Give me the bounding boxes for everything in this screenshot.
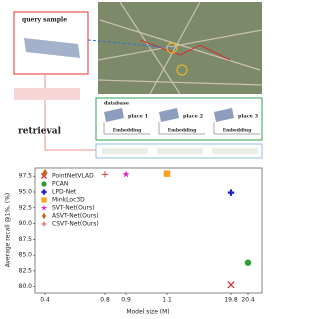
y-tick-label: 85.0	[19, 252, 33, 259]
diagram: query sample retrieval database place 1 E…	[13, 1, 263, 159]
retrieval-label: retrieval	[18, 127, 62, 137]
map	[98, 2, 262, 94]
place-cloud	[104, 108, 124, 122]
legend-label: PCAN	[52, 181, 68, 188]
plot-frame	[34, 167, 263, 294]
x-tick-label: 1.1	[162, 297, 172, 304]
place-label: place 2	[183, 114, 204, 120]
embedding-label: Embedding	[223, 128, 252, 134]
x-tick-label: 0.4	[40, 297, 50, 304]
place-marker	[176, 64, 188, 76]
y-tick-label: 87.5	[19, 236, 33, 243]
marker	[244, 259, 252, 266]
legend-marker	[41, 212, 47, 220]
legend-marker	[41, 197, 47, 203]
y-tick-label: 95.0	[19, 188, 33, 195]
query-embedding	[14, 88, 80, 100]
database-box	[95, 97, 263, 141]
figure: query sample retrieval database place 1 E…	[5, 1, 263, 316]
y-tick-label: 97.5	[19, 173, 33, 180]
place-marker	[166, 42, 178, 54]
legend-label: LPD-Net	[52, 189, 77, 196]
point-cloud	[24, 38, 80, 58]
database-label: database	[104, 101, 129, 107]
marker	[122, 170, 130, 178]
marker	[227, 189, 235, 196]
query-label: query sample	[22, 17, 67, 24]
y-tick-label: 90.0	[19, 220, 33, 227]
x-axis-label: Model size (M)	[126, 309, 169, 316]
marker	[101, 171, 109, 178]
embedding	[102, 148, 148, 154]
legend-label: PointNetVLAD	[52, 173, 94, 180]
legend-label: SVT-Net(Ours)	[52, 205, 95, 212]
legend-marker	[41, 221, 47, 227]
legend-marker	[41, 204, 47, 211]
y-tick-label: 82.5	[19, 267, 33, 274]
chart: Model size (M) Average recall @1%, (%) 0…	[5, 167, 263, 316]
place-cloud	[214, 108, 234, 122]
roads	[97, 1, 263, 95]
embedding	[212, 148, 258, 154]
marker	[227, 281, 235, 289]
y-tick-label: 80.0	[19, 283, 33, 290]
place-label: place 1	[128, 114, 148, 120]
place-label: place 3	[238, 114, 259, 120]
places: place 1 Embedding place 2 Embedding place 3 E…	[103, 108, 260, 135]
x-tick-label: 20.4	[241, 297, 255, 304]
legend-label: ASVT-Net(Ours)	[52, 213, 99, 220]
embedding-label: Embedding	[168, 128, 197, 134]
embedding	[157, 148, 203, 154]
y-tick-label: 92.5	[19, 204, 33, 211]
legend-marker	[41, 181, 47, 187]
legend-marker	[41, 189, 47, 195]
y-axis-label: Average recall @1%, (%)	[5, 193, 12, 268]
x-tick-label: 19.8	[224, 297, 238, 304]
link	[87, 39, 173, 49]
x-tick-label: 0.9	[121, 297, 131, 304]
marker	[42, 168, 48, 178]
route	[139, 39, 231, 61]
marker	[163, 170, 171, 177]
legend-label: MinkLoc3D	[52, 197, 85, 204]
embedding-label: Embedding	[113, 128, 142, 134]
x-tick-label: 0.8	[100, 297, 110, 304]
place-cloud	[159, 108, 179, 122]
legend-label: CSVT-Net(Ours)	[52, 221, 99, 228]
